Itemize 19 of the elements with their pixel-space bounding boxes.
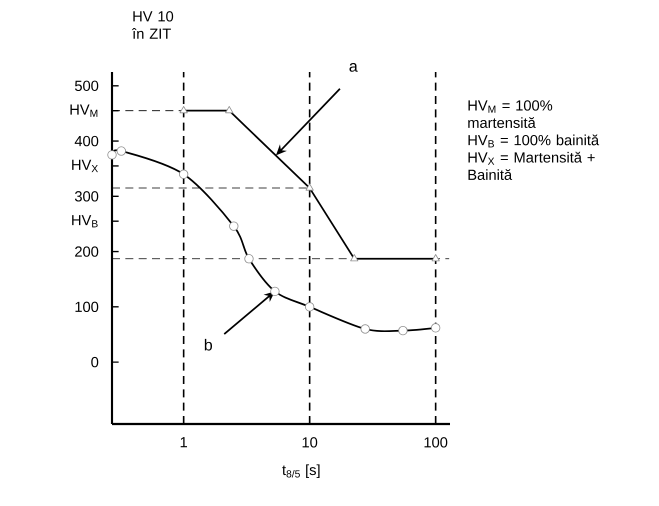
x-tick-label: 100 [424,437,448,448]
text: HV$_{M}$ = 100% martensită [468,100,552,128]
text: HV$_{X}$ = Martensită + Bainită [468,152,595,180]
y-tick-label: 100 [75,302,98,312]
x-tick-label: 10 [302,437,318,448]
x-axis-title: t$_{8/5}$ [s] [282,464,320,478]
x-tick-label: 1 [180,437,188,448]
y-tick-label: HV$_{M}$ [70,104,98,117]
y-axis-title: HV 10 în ZIT [132,11,174,39]
y-tick-label: 200 [75,246,98,257]
y-tick-label: 400 [74,136,98,146]
annotation: b [204,338,212,351]
y-tick-label: 300 [74,191,98,202]
y-tick-label: HV$_{B}$ [72,215,98,228]
y-tick-label: HV$_{X}$ [72,160,98,172]
y-tick-label: 500 [74,80,98,91]
y-tick-label: 0 [91,356,98,368]
text: HV$_{B}$ = 100% bainită [468,134,600,148]
annotation: a [349,63,358,72]
